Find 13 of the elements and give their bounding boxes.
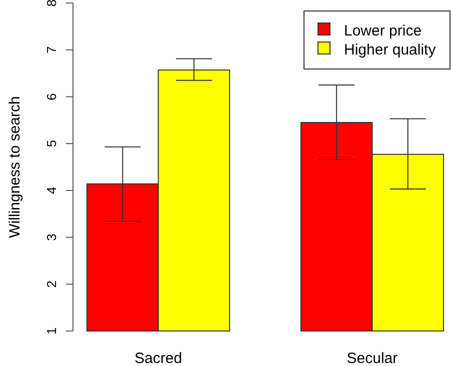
y-tick-label: 2 <box>44 280 59 288</box>
y-tick-label: 4 <box>44 186 59 194</box>
y-tick-label: 3 <box>44 234 59 241</box>
y-tick-label: 8 <box>44 0 59 7</box>
y-axis-title: Willingness to search <box>6 96 24 238</box>
y-tick-label: 1 <box>44 327 59 335</box>
x-tick-label: Sacred <box>134 350 182 366</box>
legend-label: Lower price <box>344 22 422 40</box>
legend-label: Higher quality <box>344 41 436 58</box>
y-tick-label: 5 <box>44 140 59 148</box>
y-tick-label: 7 <box>44 46 59 54</box>
y-tick-label: 6 <box>44 93 59 100</box>
x-tick-label: Secular <box>346 350 398 366</box>
